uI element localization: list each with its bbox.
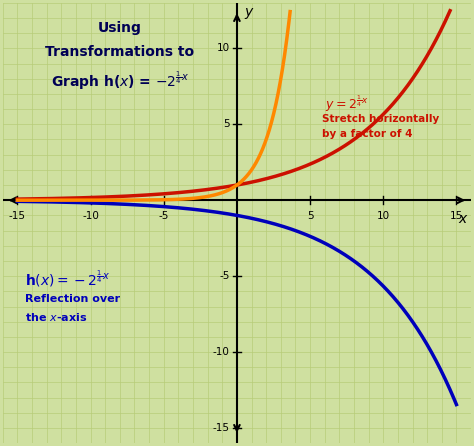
Text: Transformations to: Transformations to	[46, 45, 194, 59]
Text: Graph h($x$) = $-2^{\frac{1}{4}x}$: Graph h($x$) = $-2^{\frac{1}{4}x}$	[51, 70, 189, 92]
Text: $y$: $y$	[244, 6, 255, 21]
Text: -15: -15	[9, 211, 26, 221]
Text: Stretch horizontally: Stretch horizontally	[322, 114, 439, 124]
Text: -10: -10	[213, 347, 229, 357]
Text: Reflection over: Reflection over	[25, 294, 120, 304]
Text: by a factor of 4: by a factor of 4	[322, 129, 412, 139]
Text: $\mathbf{h}(\mathit{x}) = -2^{\frac{1}{4}x}$: $\mathbf{h}(\mathit{x}) = -2^{\frac{1}{4…	[25, 268, 110, 289]
Text: $x$: $x$	[458, 212, 469, 227]
Text: 5: 5	[307, 211, 313, 221]
Text: $y = 2^{\frac{1}{4}x}$: $y = 2^{\frac{1}{4}x}$	[325, 94, 368, 114]
Text: the $x$-axis: the $x$-axis	[25, 311, 87, 323]
Text: -10: -10	[82, 211, 99, 221]
Text: -5: -5	[219, 271, 229, 281]
Text: 10: 10	[217, 43, 229, 54]
Text: -15: -15	[213, 423, 229, 433]
Text: 5: 5	[223, 119, 229, 129]
Text: -5: -5	[159, 211, 169, 221]
Text: 10: 10	[377, 211, 390, 221]
Text: Using: Using	[98, 21, 142, 35]
Text: 15: 15	[450, 211, 463, 221]
